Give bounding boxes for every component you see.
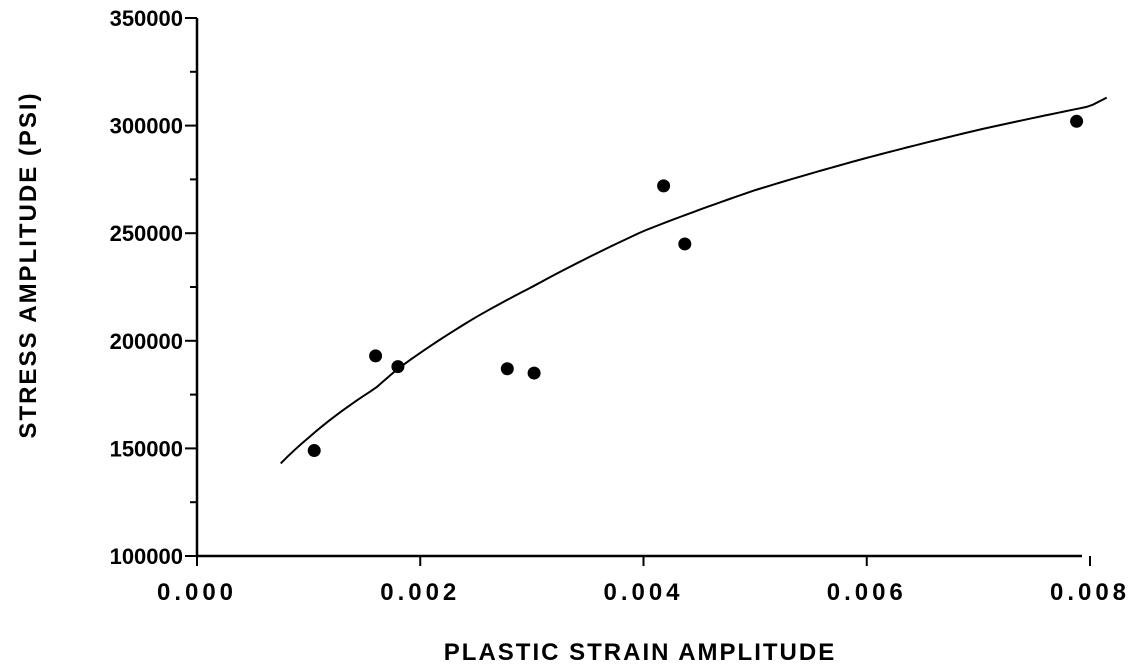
x-tick-label: 0.006 (827, 579, 907, 606)
y-axis-ticks: 100000 150000 200000 250000 300000 350000 (110, 6, 197, 569)
y-tick-label: 150000 (110, 436, 183, 461)
data-point (369, 349, 383, 363)
data-point (657, 179, 671, 193)
y-tick-label: 350000 (110, 6, 183, 31)
y-tick-label: 300000 (110, 114, 183, 139)
x-tick-label: 0.000 (157, 579, 237, 606)
x-tick-label: 0.004 (603, 579, 683, 606)
data-point (391, 360, 405, 374)
y-tick-label: 200000 (110, 329, 183, 354)
data-points (307, 114, 1084, 458)
fit-curve (280, 96, 1108, 465)
x-axis-ticks: 0.000 0.002 0.004 0.006 0.008 (157, 556, 1130, 606)
x-tick-label: 0.008 (1050, 579, 1130, 606)
y-tick-label: 100000 (110, 544, 183, 569)
data-point (678, 237, 692, 251)
data-point (527, 366, 541, 380)
data-point (307, 444, 321, 458)
x-tick-label: 0.002 (380, 579, 460, 606)
plot-area: 100000 150000 200000 250000 300000 350000 0.0… (110, 6, 1130, 606)
y-tick-label: 250000 (110, 221, 183, 246)
data-point (1070, 114, 1084, 128)
data-point (500, 362, 514, 376)
y-axis-title: STRESS AMPLITUDE (PSI) (15, 91, 42, 438)
x-axis-title: PLASTIC STRAIN AMPLITUDE (444, 639, 836, 666)
